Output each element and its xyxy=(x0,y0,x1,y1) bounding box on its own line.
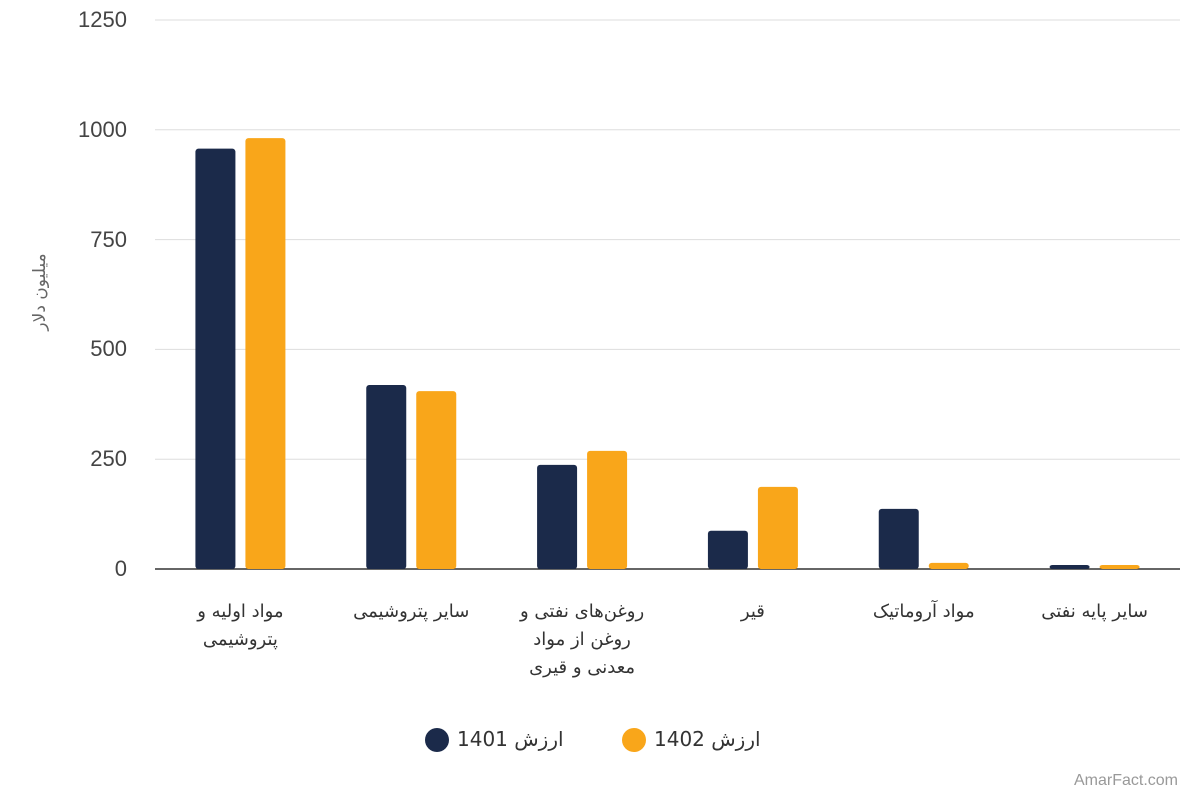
y-tick-label: 1000 xyxy=(78,116,127,142)
y-tick-label: 1250 xyxy=(78,7,127,32)
bar xyxy=(195,148,236,569)
legend-marker xyxy=(425,728,449,752)
bar xyxy=(1099,565,1140,569)
x-tick-label: سایر پایه نفتی xyxy=(1041,601,1148,622)
bar xyxy=(757,486,798,569)
bar xyxy=(1049,565,1090,569)
bar xyxy=(928,562,969,569)
watermark: AmarFact.com xyxy=(1073,772,1178,789)
bar xyxy=(366,384,407,569)
legend-marker xyxy=(622,728,646,752)
y-tick-label: 250 xyxy=(90,446,127,472)
bar xyxy=(416,391,457,569)
bar xyxy=(587,450,628,569)
x-tick-label: روغن‌های نفتی و روغن از مواد معدنی و قیر… xyxy=(519,601,645,678)
y-tick-label: 0 xyxy=(114,556,127,581)
x-tick-label: سایر پتروشیمی xyxy=(353,601,470,622)
bar xyxy=(707,530,748,569)
x-tick-label: مواد اولیه و پتروشیمی xyxy=(197,601,284,650)
x-tick-label: قیر xyxy=(740,601,765,622)
y-tick-label: 750 xyxy=(90,226,127,252)
bar xyxy=(537,464,578,569)
bar xyxy=(878,508,919,569)
legend-label: ارزش 1402 xyxy=(654,727,761,751)
legend-label: ارزش 1401 xyxy=(457,727,564,751)
y-tick-label: 500 xyxy=(90,336,127,362)
bar xyxy=(245,138,286,569)
x-tick-label: مواد آروماتیک xyxy=(872,601,975,622)
